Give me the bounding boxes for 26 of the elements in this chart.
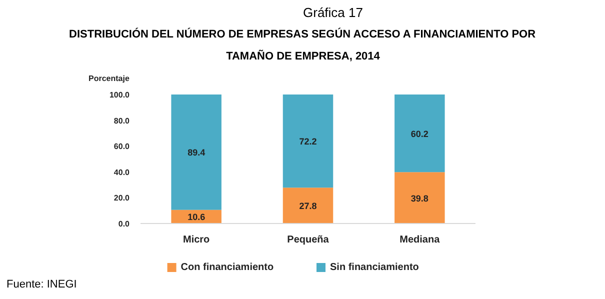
- data-label: 39.8: [410, 193, 428, 204]
- y-tick-label: 0.0: [118, 220, 130, 228]
- bar: [394, 94, 445, 172]
- bar: [171, 94, 222, 210]
- bar: [282, 94, 334, 188]
- data-label: 89.4: [188, 148, 206, 158]
- chart-subtitle: DISTRIBUCIÓN DEL NÚMERO DE EMPRESAS SEGÚN ACCESO A FINANCIAMIENTO POR TAMAÑO DE EMPRESA, 2014: [69, 28, 536, 62]
- bar: [282, 188, 334, 224]
- legend-label: Con financiamiento: [180, 262, 274, 273]
- data-label: 72.2: [299, 136, 317, 147]
- y-tick-label: 60.0: [114, 142, 130, 152]
- source-note: Fuente: INEGI: [6, 278, 77, 290]
- chart-title: Gráfica 17: [303, 5, 363, 20]
- data-label: 60.2: [410, 128, 428, 139]
- x-tick-label: Pequeña: [287, 234, 330, 246]
- y-axis-title: Porcentaje: [88, 74, 130, 83]
- y-tick-label: 80.0: [114, 116, 130, 126]
- data-label: 10.6: [188, 212, 206, 222]
- data-label: 27.8: [299, 201, 317, 212]
- x-tick-label: Micro: [183, 234, 210, 246]
- y-tick-label: 20.0: [114, 194, 130, 203]
- y-tick-label: 40.0: [114, 168, 130, 177]
- legend-label: Sin financiamiento: [330, 262, 419, 273]
- y-tick-label: 100.0: [109, 90, 130, 100]
- x-tick-label: Mediana: [400, 234, 440, 246]
- bar: [394, 172, 445, 224]
